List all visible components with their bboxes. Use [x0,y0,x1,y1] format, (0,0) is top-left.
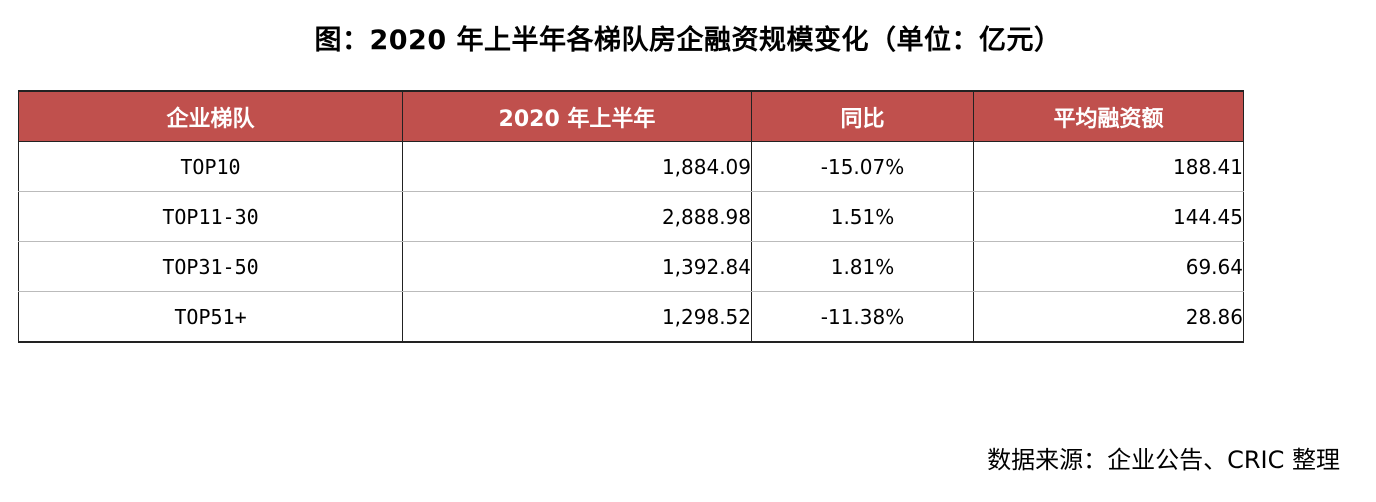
table-row: TOP10 1,884.09 -15.07% 188.41 [18,141,1244,192]
avg-cell: 188.41 [973,141,1244,192]
column-header-avg-financing: 平均融资额 [973,90,1244,142]
amount-cell: 1,884.09 [402,141,752,192]
financing-table: 企业梯队 2020 年上半年 同比 平均融资额 TOP10 1,884.09 -… [18,90,1244,343]
avg-cell: 28.86 [973,291,1244,343]
tier-cell: TOP10 [18,141,403,192]
tier-cell: TOP51+ [18,291,403,343]
column-header-yoy: 同比 [751,90,974,142]
yoy-cell: 1.51% [751,191,974,242]
amount-cell: 1,392.84 [402,241,752,292]
table-row: TOP11-30 2,888.98 1.51% 144.45 [18,191,1244,242]
yoy-cell: 1.81% [751,241,974,292]
column-header-h1-2020: 2020 年上半年 [402,90,752,142]
table-row: TOP51+ 1,298.52 -11.38% 28.86 [18,291,1244,343]
yoy-cell: -15.07% [751,141,974,192]
data-source-note: 数据来源：企业公告、CRIC 整理 [987,446,1340,474]
column-header-tier: 企业梯队 [18,90,403,142]
tier-cell: TOP31-50 [18,241,403,292]
chart-title: 图：2020 年上半年各梯队房企融资规模变化（单位：亿元） [314,25,1062,56]
table-header-row: 企业梯队 2020 年上半年 同比 平均融资额 [18,90,1244,142]
avg-cell: 69.64 [973,241,1244,292]
avg-cell: 144.45 [973,191,1244,242]
yoy-cell: -11.38% [751,291,974,343]
amount-cell: 1,298.52 [402,291,752,343]
table-row: TOP31-50 1,392.84 1.81% 69.64 [18,241,1244,292]
amount-cell: 2,888.98 [402,191,752,242]
tier-cell: TOP11-30 [18,191,403,242]
